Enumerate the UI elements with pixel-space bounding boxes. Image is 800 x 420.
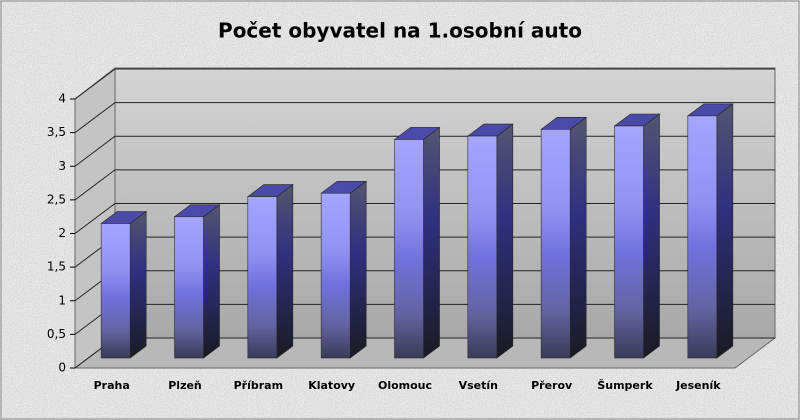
grid-line-side: [74, 68, 116, 100]
bar-tint: [467, 136, 497, 358]
bar-front: [467, 135, 498, 359]
bar: [173, 204, 221, 359]
y-tick-label: 2,5: [47, 192, 66, 206]
y-tick-label: 1: [58, 293, 66, 307]
x-tick-label: Klatovy: [308, 379, 355, 392]
grid-line-side: [74, 203, 116, 234]
x-tick-label: Olomouc: [378, 379, 432, 392]
bar-front: [687, 115, 718, 359]
x-tick-label: Plzeň: [168, 379, 202, 392]
x-tick-label: Přerov: [531, 379, 573, 392]
x-tick-label: Praha: [94, 379, 130, 392]
bar-front: [540, 129, 571, 359]
bar: [246, 184, 294, 359]
grid-line-side: [74, 169, 116, 201]
y-tick-label: 1,5: [47, 260, 66, 274]
y-tick-label: 0,5: [47, 327, 66, 341]
y-tick-label: 4: [58, 92, 66, 106]
bar: [320, 180, 368, 359]
grid-line-side: [74, 135, 116, 167]
bar: [100, 210, 148, 359]
bar-tint: [247, 196, 277, 358]
bar-side: [276, 184, 294, 359]
bar-front: [614, 125, 644, 359]
grid: 0 0,5 1 1,5 2 2,5 3 3,5 4: [47, 68, 775, 375]
bar-front: [394, 139, 424, 359]
bar-side: [203, 204, 220, 359]
x-tick-label: Šumperk: [597, 379, 653, 392]
grid-line-side: [74, 102, 116, 134]
bar-side: [716, 103, 734, 359]
bar: [686, 103, 734, 359]
bar-tint: [394, 139, 424, 358]
bar-tint: [687, 115, 717, 359]
bar-front: [320, 192, 351, 359]
y-tick-label: 3: [58, 159, 66, 173]
bar: [466, 123, 514, 359]
bar-side: [643, 113, 660, 359]
bar: [613, 113, 661, 359]
bar-tint: [101, 223, 131, 358]
x-tick-label: Jeseník: [675, 379, 721, 392]
y-tick-label: 3,5: [47, 125, 66, 139]
y-tick-label: 2: [58, 226, 66, 240]
bar-side: [496, 123, 514, 359]
bar-front: [100, 223, 131, 359]
bar-side: [569, 116, 587, 359]
x-tick-label: Příbram: [234, 379, 283, 392]
bar: [540, 116, 588, 359]
bar-front: [247, 196, 278, 359]
bar: [393, 126, 441, 359]
bar-side: [129, 210, 147, 359]
bar-tint: [321, 193, 351, 358]
bar-front: [174, 216, 204, 359]
chart-title: Počet obyvatel na 1.osobní auto: [218, 19, 582, 43]
bar-side: [349, 180, 367, 359]
bar-tint: [174, 216, 204, 358]
bar-tint: [614, 125, 644, 358]
y-tick-label: 0: [58, 361, 66, 375]
bars: [100, 103, 734, 359]
bar-tint: [541, 129, 571, 358]
x-tick-label: Vsetín: [459, 379, 498, 392]
bar-side: [423, 126, 440, 359]
